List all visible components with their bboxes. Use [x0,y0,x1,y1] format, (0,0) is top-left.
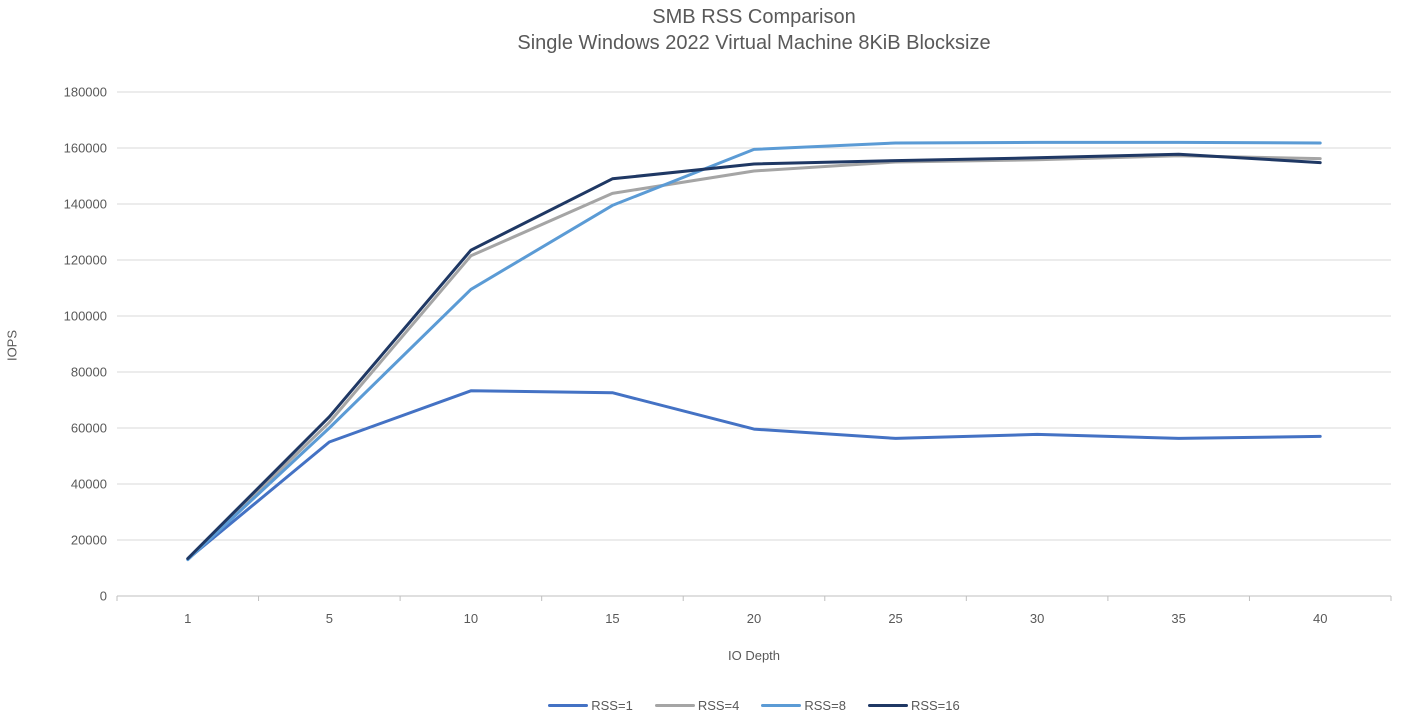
series-line-rss-8 [186,140,1322,562]
legend-line-swatch [654,704,695,707]
chart-legend: RSS=1 RSS=4 RSS=8 RSS=16 [117,698,1391,713]
y-tick-label: 80000 [71,365,107,380]
series-line-rss-1 [186,389,1322,561]
y-tick-label: 120000 [64,253,107,268]
legend-line-swatch [761,704,802,707]
chart-subtitle: Single Windows 2022 Virtual Machine 8KiB… [517,32,991,54]
x-tick-label: 35 [1171,611,1185,626]
x-tick-label: 20 [747,611,761,626]
y-tick-label: 0 [100,589,107,604]
legend-item-rss-8: RSS=8 [761,698,846,713]
y-tick-label: 160000 [64,141,107,156]
legend-label: RSS=1 [591,698,633,713]
y-tick-label: 60000 [71,421,107,436]
x-tick-label: 40 [1313,611,1327,626]
x-tick-label: 1 [184,611,191,626]
legend-item-rss-4: RSS=4 [654,698,740,713]
y-tick-label: 180000 [64,85,107,100]
y-tick-label: 40000 [71,477,107,492]
legend-line-swatch [548,704,589,707]
x-tick-label: 15 [605,611,619,626]
y-tick-label: 140000 [64,197,107,212]
y-tick-label: 100000 [64,309,107,324]
x-tick-label: 25 [888,611,902,626]
series-line-rss-16 [186,152,1322,560]
x-tick-label: 5 [326,611,333,626]
legend-item-rss-16: RSS=16 [867,698,960,713]
legend-label: RSS=8 [804,698,846,713]
chart-title: SMB RSS Comparison [652,6,856,28]
x-axis-title: IO Depth [727,648,781,663]
y-axis-title: IOPS [4,329,20,362]
series-line-rss-4 [186,154,1322,561]
legend-line-swatch [867,704,908,707]
legend-item-rss-1: RSS=1 [548,698,633,713]
chart-title-block: SMB RSS Comparison Single Windows 2022 V… [117,4,1391,56]
legend-label: RSS=4 [697,698,740,713]
x-tick-label: 10 [464,611,478,626]
y-tick-label: 20000 [71,533,107,548]
x-tick-label: 30 [1030,611,1044,626]
legend-label: RSS=16 [910,698,960,713]
